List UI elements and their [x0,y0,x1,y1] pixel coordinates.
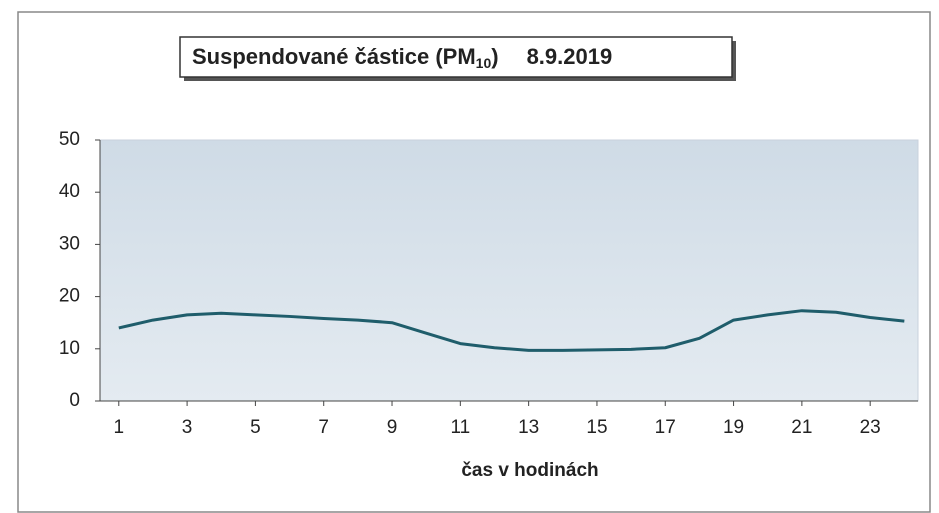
x-tick-label: 17 [655,417,676,438]
title-box [179,36,733,78]
x-tick-label: 3 [182,417,193,438]
y-tick-label: 40 [59,181,80,202]
y-tick-label: 30 [59,233,80,254]
data-line [118,309,905,352]
x-tick-label: 21 [791,417,812,438]
x-tick-label: 9 [387,417,398,438]
plot-area [99,139,919,402]
x-axis-label: čas v hodinách [461,460,598,481]
x-tick-label: 13 [518,417,539,438]
x-tick-label: 5 [250,417,261,438]
x-tick-label: 15 [586,417,607,438]
chart-title: Suspendované částice (PM10) 8.9.2019 [192,44,612,71]
x-tick-label: 23 [860,417,881,438]
title-text: Suspendované částice (PM [192,44,476,69]
x-tick-label: 11 [450,417,470,438]
y-tick-label: 0 [69,390,80,411]
x-tick-label: 1 [113,417,124,438]
y-tick-label: 50 [59,129,80,150]
title-date: 8.9.2019 [527,44,613,69]
title-suffix: ) [491,44,498,69]
x-tick-label: 19 [723,417,744,438]
x-tick-label: 7 [318,417,329,438]
title-subscript: 10 [476,55,492,71]
y-tick-label: 20 [59,286,80,307]
y-tick-label: 10 [59,338,80,359]
frame [17,11,931,513]
